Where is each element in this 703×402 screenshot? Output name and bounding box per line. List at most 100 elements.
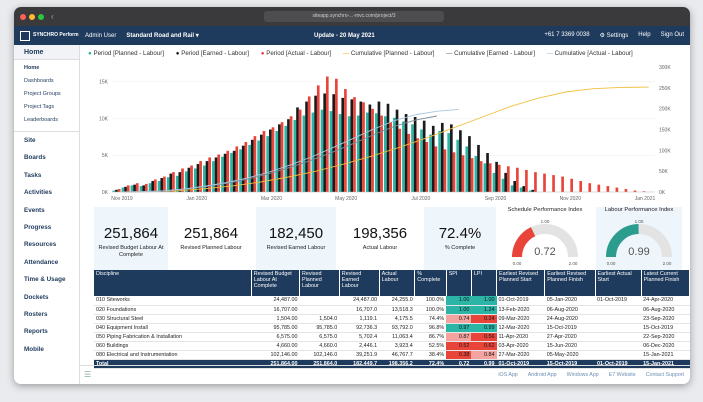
legend-cum-planned[interactable]: — Cumulative [Planned - Labour] — [342, 50, 435, 57]
bar-planned — [429, 134, 432, 192]
table-row[interactable]: 060 Buildings 4,660.00 4,660.0 2,446.1 3,923… — [94, 341, 690, 351]
sidebar-item-dashboards[interactable]: Dashboards — [24, 78, 54, 84]
legend-cum-actual[interactable]: — Cumulative [Actual - Labour] — [546, 50, 633, 57]
sidebar-item-site[interactable]: Site — [24, 137, 36, 144]
sidebar-item-dockets[interactable]: Dockets — [24, 293, 49, 301]
bar-earned — [169, 173, 173, 192]
sidebar-item-project-tags[interactable]: Project Tags — [24, 104, 55, 110]
sidebar-item-activities[interactable]: Activities — [24, 189, 52, 197]
bar-actual — [434, 146, 438, 192]
bar-actual — [588, 183, 592, 192]
bar-actual — [488, 163, 492, 192]
column-header[interactable]: Actual Labour — [379, 270, 416, 296]
table-row[interactable]: 080 Electrical and Instrumentation 102,14… — [94, 350, 690, 360]
table-cell: 0.24 — [471, 314, 497, 324]
maximize-window-button[interactable] — [38, 13, 44, 20]
help-link[interactable]: Help — [638, 32, 651, 38]
bar-earned — [431, 125, 435, 192]
table-cell: 13,518.3 — [379, 305, 415, 315]
legend-actual[interactable]: ● Period [Actual - Labour] — [260, 50, 332, 57]
bar-earned — [278, 124, 281, 192]
y-right-tick: 150K — [659, 128, 671, 134]
table-cell: 4,660.00 — [251, 341, 300, 351]
sidebar-home-header[interactable]: Home — [14, 45, 79, 60]
bar-actual — [615, 187, 619, 192]
column-header[interactable]: Earliest Revised Planned Start — [496, 270, 546, 296]
sidebar-item-boards[interactable]: Boards — [24, 154, 46, 162]
column-header[interactable]: Earliest Revised Planned Finish — [544, 270, 596, 296]
synchro-logo[interactable]: SYNCHRO Perform — [14, 26, 80, 45]
gauge-min: 0.00 — [513, 261, 522, 266]
table-row[interactable]: 020 Foundations 16,707.00 16,707.0 13,518.3… — [94, 305, 690, 315]
table-cell: 12-Mar-2020 — [496, 323, 545, 333]
column-header[interactable]: Revised Planned Labour — [299, 270, 340, 296]
bar-actual — [506, 166, 510, 192]
bar-planned — [175, 175, 179, 192]
table-cell: 100.0% — [414, 305, 447, 315]
bar-actual — [181, 168, 184, 192]
footer-link-0[interactable]: iOS App — [498, 372, 518, 378]
column-header[interactable]: Earliest Actual Start — [595, 270, 642, 296]
bar-actual — [362, 102, 365, 192]
bar-actual — [534, 172, 537, 192]
close-window-button[interactable] — [20, 13, 26, 20]
total-row[interactable]: Total 251,864.00 251,864.0 182,449.7 198,356… — [94, 359, 690, 369]
sidebar-item-reports[interactable]: Reports — [24, 328, 48, 336]
legend-planned[interactable]: ● Period [Planned - Labour] — [88, 50, 165, 57]
bar-actual — [353, 97, 356, 192]
table-row[interactable]: 030 Structural Steel 1,504.00 1,504.0 1,119… — [94, 314, 690, 324]
bar-planned — [365, 112, 369, 192]
browser-window: ‹ siteapp.synchro-...-mvc.com/project/3 … — [14, 7, 690, 384]
menu-icon[interactable]: ☰ — [84, 370, 92, 379]
sidebar-item-mobile[interactable]: Mobile — [24, 345, 44, 353]
table-row[interactable]: 010 Siteworks 24,487.00 24,487.00 24,255.0 1… — [94, 296, 690, 306]
sidebar-item-project-groups[interactable]: Project Groups — [24, 91, 61, 97]
bar-earned — [314, 95, 317, 192]
column-header[interactable]: Revised Budget Labour At Complete — [251, 270, 300, 296]
table-row[interactable]: 040 Equipment Install 95,785.00 95,785.0 92… — [94, 323, 690, 333]
column-header[interactable]: % Complete — [414, 270, 447, 296]
sidebar-item-events[interactable]: Events — [24, 206, 45, 214]
bar-planned — [519, 187, 523, 192]
column-header[interactable]: Latest Current Planned Finish — [641, 270, 690, 296]
column-header[interactable]: Discipline — [94, 270, 252, 296]
column-header[interactable]: LPI — [471, 270, 498, 296]
table-cell: 1.00 — [471, 296, 497, 306]
bar-planned — [402, 121, 405, 192]
footer-link-2[interactable]: Windows App — [566, 372, 599, 378]
table-cell: 0.99 — [471, 323, 497, 333]
settings-link[interactable]: ⚙ Settings — [599, 33, 629, 39]
sidebar-item-progress[interactable]: Progress — [24, 223, 52, 231]
bar-planned — [130, 185, 134, 192]
bar-planned — [510, 185, 514, 192]
back-icon[interactable]: ‹ — [51, 12, 54, 21]
sidebar-item-leaderboards[interactable]: Leaderboards — [24, 117, 58, 123]
sidebar-item-rosters[interactable]: Rosters — [24, 310, 48, 318]
x-tick: Nov 2020 — [560, 196, 582, 202]
legend-cum-earned[interactable]: — Cumulative [Earned - Labour] — [446, 50, 535, 57]
table-cell: 1.24 — [471, 305, 497, 315]
sidebar-item-resources[interactable]: Resources — [24, 241, 57, 249]
sidebar-item-home[interactable]: Home — [24, 65, 40, 71]
table-cell: 0.74 — [446, 314, 472, 324]
sign-out-link[interactable]: Sign Out — [660, 32, 684, 38]
minimize-window-button[interactable] — [29, 13, 35, 20]
footer-link-3[interactable]: E7 Website — [608, 372, 636, 378]
sidebar-item-tasks[interactable]: Tasks — [24, 171, 42, 179]
footer-link-4[interactable]: Contact Support — [645, 372, 684, 378]
legend-earned[interactable]: ● Period [Earned - Labour] — [175, 50, 249, 57]
sidebar-item-time-usage[interactable]: Time & Usage — [24, 276, 66, 284]
table-row[interactable]: 050 Piping Fabrication & Installation 6,5… — [94, 332, 690, 342]
column-header[interactable]: Revised Earned Labour — [339, 270, 380, 296]
sidebar-item-attendance[interactable]: Attendance — [24, 258, 59, 266]
bar-planned — [492, 172, 496, 192]
table-cell — [595, 305, 642, 315]
column-header[interactable]: SPI — [446, 270, 472, 296]
bar-earned — [440, 122, 444, 192]
footer-link-1[interactable]: Android App — [527, 372, 557, 378]
project-selector[interactable]: Standard Road and Rail ▾ — [126, 33, 199, 39]
address-bar[interactable]: siteapp.synchro-...-mvc.com/project/3 — [264, 11, 444, 22]
kpi-planned-labour: 251,864 Revised Planned Labour — [180, 225, 242, 251]
user-menu[interactable]: Admin User — [85, 32, 117, 39]
bar-earned — [305, 101, 308, 192]
